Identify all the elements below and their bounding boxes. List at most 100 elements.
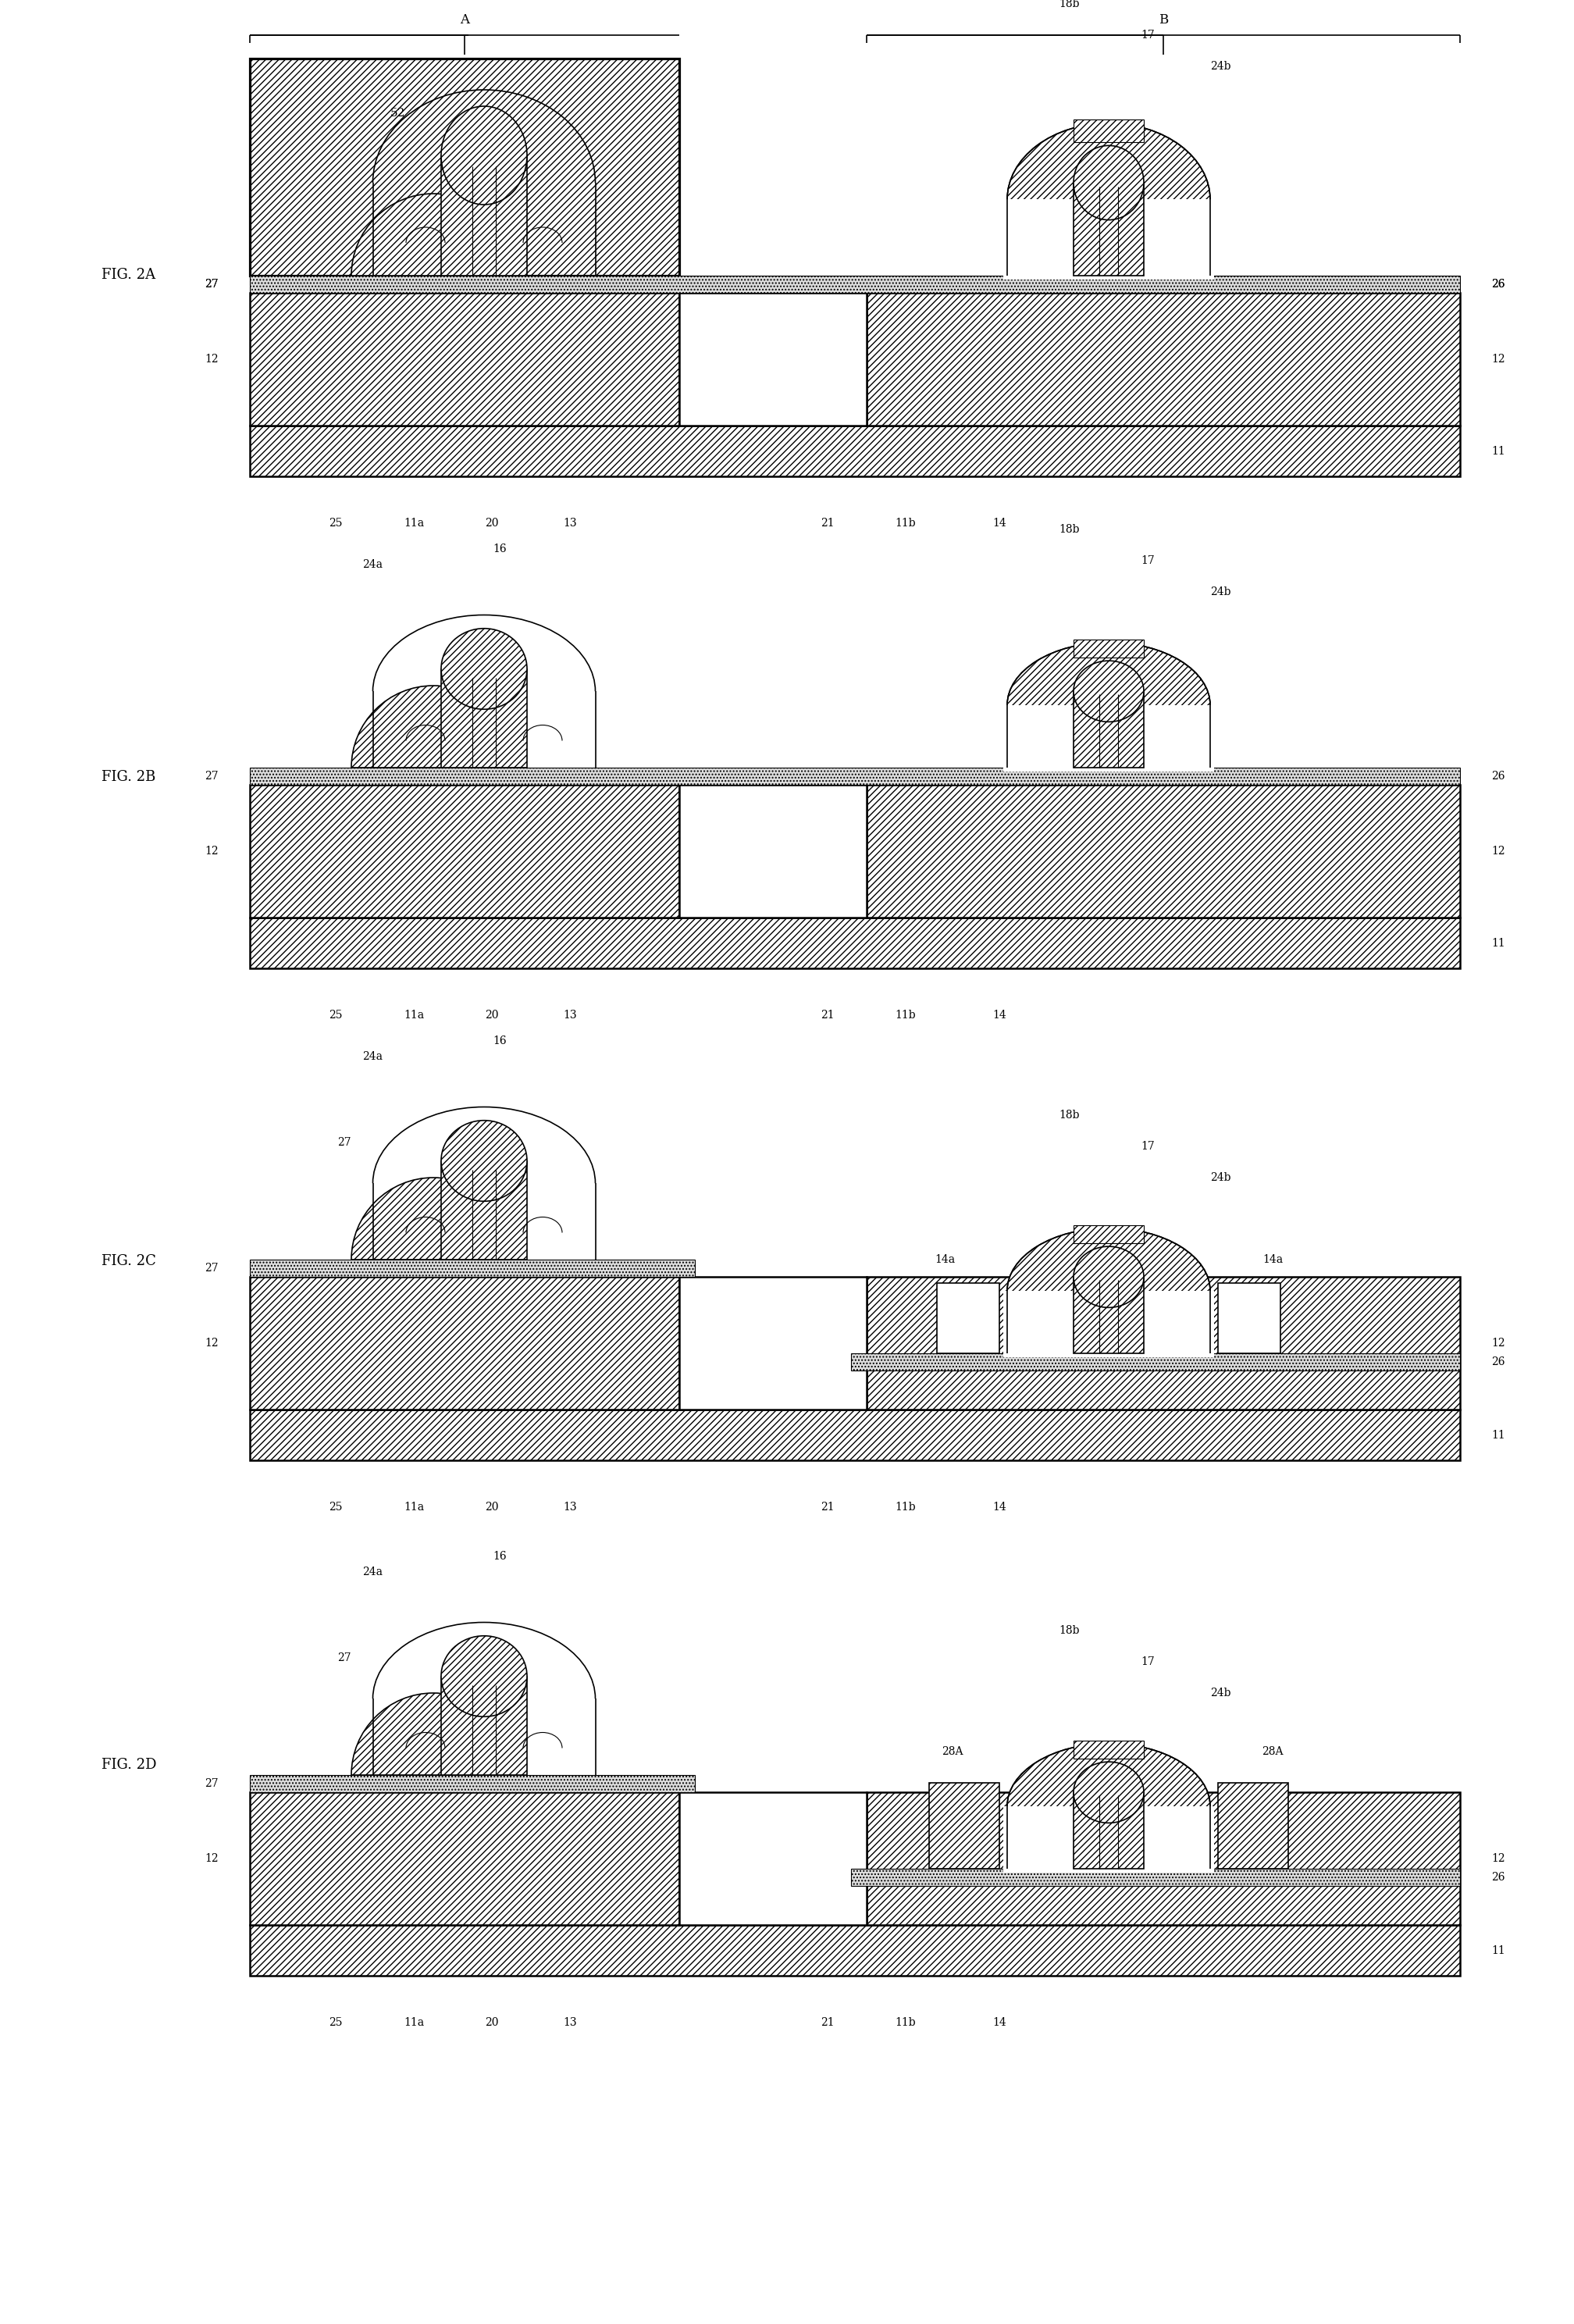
Bar [1003,200,1214,279]
Text: 27: 27 [205,1262,219,1274]
Text: 21: 21 [820,2017,834,2029]
Bar [867,293,1461,425]
Wedge shape [351,1178,515,1260]
Ellipse shape [441,1636,527,1717]
Text: A: A [460,14,469,26]
Text: 21: 21 [820,1009,834,1020]
Text: 27: 27 [205,279,219,290]
Text: 25: 25 [329,518,343,528]
Text: 24b: 24b [1210,586,1231,597]
Bar [1218,1283,1280,1353]
Text: 17: 17 [1141,1657,1155,1666]
Text: FIG. 2B: FIG. 2B [101,769,156,783]
Bar [250,1792,680,1924]
Text: 24a: 24a [362,1050,382,1062]
Text: 25: 25 [329,1009,343,1020]
Text: 11b: 11b [896,518,916,528]
Bar [441,1676,527,1776]
Bar [680,786,867,918]
Text: 11a: 11a [403,2017,423,2029]
Text: FIG. 2D: FIG. 2D [101,1757,156,1771]
Bar [1073,119,1144,142]
Ellipse shape [441,1120,527,1202]
Text: 27: 27 [337,1652,351,1664]
Bar [250,425,1461,476]
Text: 16: 16 [493,544,507,555]
Bar [680,293,867,425]
Bar [1073,1792,1144,1868]
Text: 17: 17 [1141,555,1155,565]
Ellipse shape [1073,660,1144,723]
Text: 11b: 11b [896,1501,916,1513]
Text: 11: 11 [1491,1945,1505,1957]
Text: 12: 12 [1491,1852,1505,1864]
Ellipse shape [1007,1227,1210,1353]
Text: 13: 13 [563,1501,576,1513]
Text: 11: 11 [1491,446,1505,456]
Bar [1218,1783,1288,1868]
Bar [250,1924,1461,1975]
Bar [441,156,527,277]
Text: 20: 20 [485,1501,499,1513]
Text: 11a: 11a [403,518,423,528]
Text: 26: 26 [1491,1871,1505,1882]
Text: 13: 13 [563,518,576,528]
Bar [250,58,680,277]
Text: FIG. 2C: FIG. 2C [101,1255,156,1269]
Text: 24a: 24a [362,1566,382,1578]
Ellipse shape [1007,1743,1210,1868]
Bar [250,786,680,918]
Text: 27: 27 [205,772,219,781]
Bar [250,918,1461,969]
Ellipse shape [1007,123,1210,277]
Bar [867,786,1461,918]
Text: 24b: 24b [1210,1171,1231,1183]
Bar [441,1160,527,1260]
Text: 20: 20 [485,1009,499,1020]
Text: 12: 12 [205,1339,219,1348]
Text: 26: 26 [1491,772,1505,781]
Text: 12: 12 [205,353,219,365]
Text: 27: 27 [205,1778,219,1789]
Text: 24a: 24a [362,560,382,569]
Text: B: B [1158,14,1168,26]
Text: 12: 12 [205,846,219,858]
Ellipse shape [441,627,527,709]
Text: 12: 12 [205,1852,219,1864]
Bar [680,1792,867,1924]
Text: 16: 16 [493,1037,507,1046]
Text: 18b: 18b [1059,1109,1080,1120]
Bar [867,1792,1461,1924]
Text: 18b: 18b [1059,1624,1080,1636]
Text: FIG. 2A: FIG. 2A [101,267,156,281]
Text: 11a: 11a [403,1501,423,1513]
Ellipse shape [1007,641,1210,767]
Ellipse shape [1073,146,1144,221]
Text: 28A: 28A [1262,1745,1283,1757]
Bar [680,1276,867,1411]
Text: 11: 11 [1491,1429,1505,1441]
Wedge shape [351,1692,515,1776]
Bar [1073,639,1144,658]
Bar [1073,1276,1144,1353]
Bar [1003,704,1214,772]
Text: 16: 16 [493,1550,507,1562]
Text: 26: 26 [1491,1357,1505,1367]
Text: 11a: 11a [403,1009,423,1020]
Ellipse shape [441,107,527,205]
Ellipse shape [1073,1246,1144,1308]
Text: 27: 27 [337,1136,351,1148]
Text: 13: 13 [563,1009,576,1020]
Text: 24b: 24b [1210,1687,1231,1699]
Bar [1073,690,1144,767]
Bar [929,1783,999,1868]
Bar [250,293,680,425]
Text: 26: 26 [1491,279,1505,290]
Text: 52: 52 [390,107,406,119]
Bar [1073,1741,1144,1759]
Text: 11: 11 [1491,937,1505,948]
Text: 25: 25 [329,2017,343,2029]
Text: 25: 25 [329,1501,343,1513]
Bar [250,1411,1461,1459]
Wedge shape [351,193,515,277]
